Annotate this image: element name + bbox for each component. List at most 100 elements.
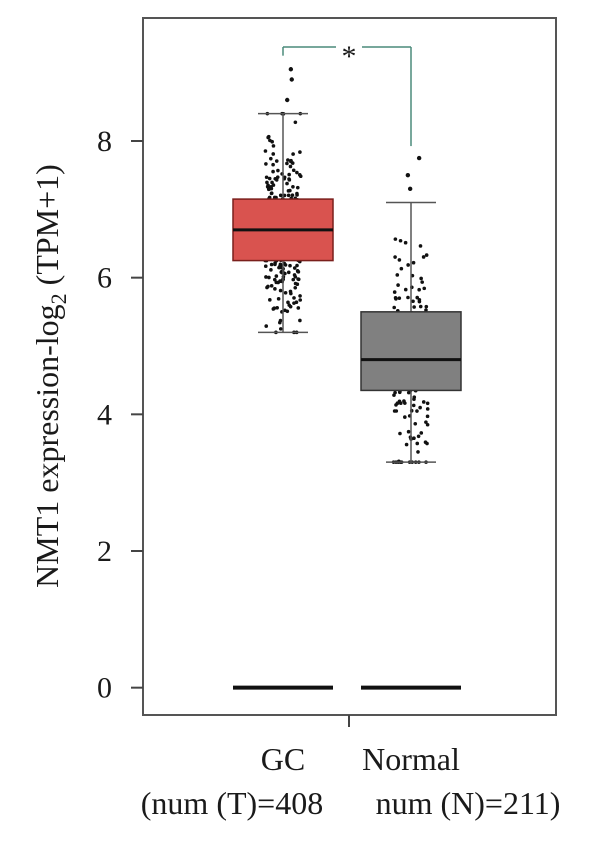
sample-point [272,306,277,311]
sample-point [265,180,269,185]
plot-frame [142,17,557,716]
y-axis-label-subscript: 2 [46,293,71,304]
sample-point [416,434,421,439]
sample-point [269,186,274,191]
sample-point [412,436,416,441]
sample-point [417,287,421,292]
sample-point [266,284,270,289]
sample-point [267,275,271,280]
sample-point [268,298,272,302]
sample-point [264,324,269,328]
sample-point [271,162,275,167]
outlier-point [288,67,294,72]
y-axis-label-main: NMT1 expression-log [29,304,65,588]
sample-point [295,263,299,268]
sample-point [293,274,298,279]
sample-point [278,262,283,267]
significance-marker: * [342,40,357,73]
sample-point [417,298,422,302]
sample-point [291,184,295,189]
sample-point [283,291,288,295]
sample-point [411,403,416,408]
sample-point [291,152,295,156]
sample-point [298,150,302,154]
sample-point [396,283,400,287]
significance-mask [336,34,362,60]
sample-point [413,421,418,426]
sample-point [271,152,276,156]
y-tick-label-6: 6 [97,262,112,295]
sample-point [397,296,402,300]
sample-point [296,277,301,282]
sample-point [287,172,291,177]
sample-point [271,144,276,148]
sample-point [422,286,427,291]
sample-point [296,306,301,310]
sample-point [418,304,423,309]
sample-point [420,280,424,284]
sample-point [278,327,283,331]
sample-point [298,294,302,298]
sample-point [278,320,282,325]
category-label-gc: GC [261,741,305,777]
sample-point [412,305,416,309]
sample-point [398,238,403,243]
sample-point [297,173,302,177]
y-axis: 0 2 4 6 8 [97,125,143,705]
sample-point [393,237,398,241]
sample-point [398,401,403,406]
outlier-point [407,186,413,192]
sample-point [295,282,300,287]
sample-point [286,193,291,198]
sample-point [406,429,411,434]
sample-point [421,255,426,259]
sample-point [393,255,397,259]
sample-point [285,161,289,166]
sample-point [298,298,303,302]
sample-point [289,158,293,163]
sample-point [399,266,404,271]
sample-point [425,414,430,419]
outlier-point [285,97,290,103]
y-axis-label-suffix: (TPM+1) [29,164,65,293]
boxes [232,112,462,690]
category-label-normal: Normal [362,741,460,777]
sample-point [418,405,422,410]
sample-point [286,270,291,275]
sample-point [278,193,283,198]
sample-point [411,299,415,304]
sample-point [263,264,268,269]
sample-point [264,275,268,279]
sample-point [285,309,290,314]
sample-point [272,277,277,282]
count-label-tumor: (num (T)=408 [141,785,323,821]
sample-point [403,401,407,405]
sample-point [292,296,296,300]
sample-point [415,441,420,446]
sample-point [271,169,275,174]
sample-point [267,176,272,181]
sample-point [425,407,430,411]
sample-point [273,287,277,291]
sample-point [395,273,400,277]
sample-point [293,120,298,125]
sample-point [398,431,402,436]
sample-point [286,189,291,193]
outlier-point [416,155,422,161]
sample-point [264,175,269,180]
sample-point [266,134,271,139]
sample-point [288,164,293,169]
sample-point [404,442,409,447]
sample-point [285,181,289,186]
sample-point [293,285,298,290]
sample-point [269,284,274,288]
sample-point [270,180,274,185]
sample-point [269,262,274,267]
sample-point [394,409,399,413]
sample-point [392,305,397,310]
sample-point [424,253,429,257]
sample-point [419,431,424,435]
sample-point [273,262,277,267]
outlier-point [289,77,294,82]
